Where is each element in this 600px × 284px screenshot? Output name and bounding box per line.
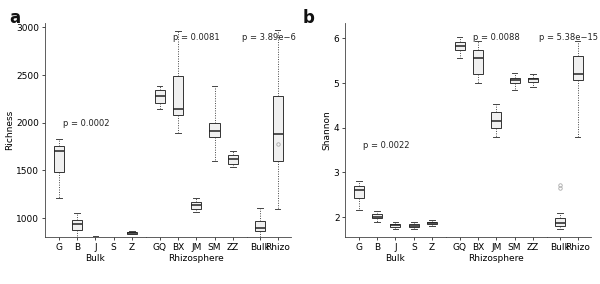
Bar [255,221,265,231]
Text: p = 3.89e−6: p = 3.89e−6 [242,34,296,42]
Text: p = 0.0002: p = 0.0002 [63,119,109,128]
X-axis label: Rhizosphere: Rhizosphere [469,254,524,264]
Bar [54,146,64,172]
Bar [427,222,437,224]
X-axis label: Bulk: Bulk [86,254,105,264]
Bar [354,186,364,198]
Text: a: a [9,9,20,26]
Bar [509,78,520,83]
Text: p = 0.0081: p = 0.0081 [173,34,220,42]
Bar [372,214,382,218]
Bar [109,243,119,248]
X-axis label: Rhizosphere: Rhizosphere [169,254,224,264]
Bar [473,51,483,74]
Bar [573,56,583,80]
X-axis label: Bulk: Bulk [386,254,406,264]
Bar [209,123,220,137]
Bar [555,218,565,226]
Bar [391,224,400,227]
Bar [455,42,464,51]
Bar [155,90,164,103]
Text: p = 5.38e−15: p = 5.38e−15 [539,34,598,42]
Bar [491,112,501,128]
Bar [127,232,137,233]
Bar [191,202,201,209]
Bar [173,76,183,115]
Text: b: b [303,9,315,26]
Bar [228,155,238,164]
Text: p = 0.0088: p = 0.0088 [473,34,520,42]
Bar [91,239,100,245]
Bar [273,96,283,161]
Y-axis label: Richness: Richness [5,110,14,150]
Y-axis label: Shannon: Shannon [322,110,331,150]
Bar [409,224,419,227]
Text: p = 0.0022: p = 0.0022 [363,141,410,150]
Bar [72,220,82,231]
Bar [528,78,538,82]
